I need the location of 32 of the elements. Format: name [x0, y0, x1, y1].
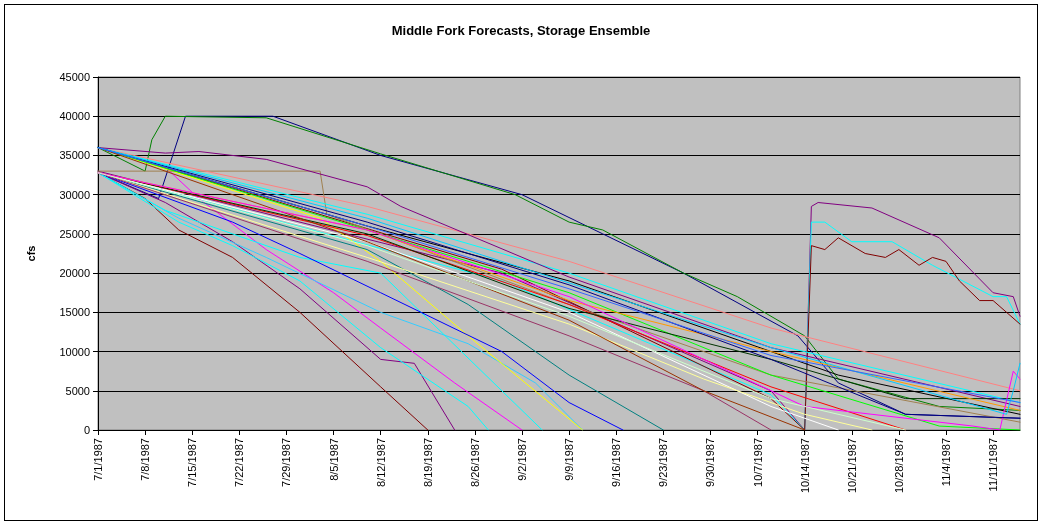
x-tick-label: 7/29/1987 [280, 438, 293, 487]
x-tick-label: 10/7/1987 [751, 438, 764, 487]
x-tick-label: 9/9/1987 [563, 438, 576, 481]
y-tick-label: 10000 [59, 345, 90, 358]
y-tick-label: 35000 [59, 149, 90, 162]
chart-title: Middle Fork Forecasts, Storage Ensemble [391, 23, 651, 38]
x-tick-label: 8/26/1987 [468, 438, 481, 487]
y-tick-label: 0 [83, 424, 90, 436]
x-tick-label: 11/11/1987 [987, 438, 1000, 492]
x-tick-label: 7/1/1987 [92, 438, 104, 481]
x-tick-label: 7/15/1987 [186, 438, 199, 487]
x-tick-label: 11/4/1987 [939, 438, 952, 487]
x-tick-label: 10/21/1987 [845, 438, 858, 494]
x-tick-label: 9/2/1987 [515, 438, 528, 481]
y-tick-label: 45000 [59, 71, 90, 83]
y-tick-label: 15000 [59, 306, 90, 319]
y-tick-label: 25000 [59, 227, 90, 240]
x-tick-label: 7/22/1987 [233, 438, 246, 487]
x-tick-label: 9/23/1987 [657, 438, 670, 487]
x-tick-label: 8/12/1987 [374, 438, 387, 487]
x-tick-label: 10/14/1987 [798, 438, 811, 494]
y-tick-label: 30000 [59, 188, 90, 201]
y-tick-label: 40000 [59, 110, 90, 123]
x-tick-label: 9/16/1987 [610, 438, 623, 487]
x-tick-label: 10/28/1987 [892, 438, 905, 494]
x-tick-label: 9/30/1987 [704, 438, 717, 487]
y-tick-label: 5000 [65, 384, 90, 397]
x-tick-label: 7/8/1987 [139, 438, 152, 481]
y-tick-label: 20000 [59, 267, 90, 280]
y-axis-title: cfs [24, 245, 37, 262]
x-tick-label: 8/19/1987 [421, 438, 434, 487]
x-tick-label: 8/5/1987 [327, 438, 340, 481]
